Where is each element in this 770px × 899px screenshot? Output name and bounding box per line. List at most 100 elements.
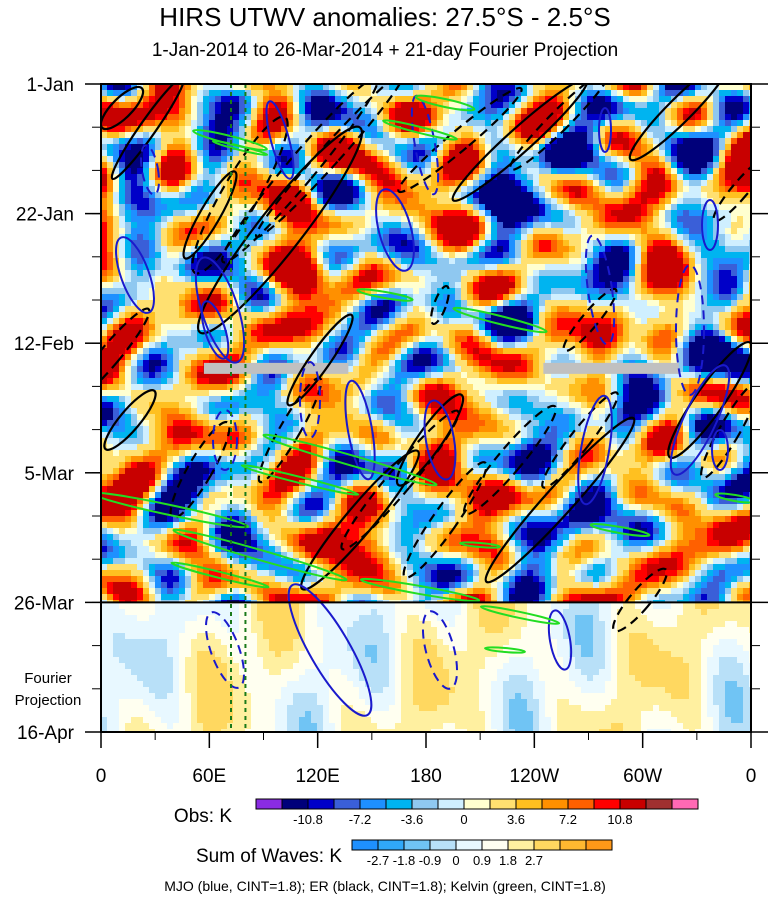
er-contour-21: [541, 391, 619, 489]
obs-colorbar-label: Obs: K: [174, 806, 232, 827]
kelvin-contour-11: [170, 561, 270, 589]
chart-title: HIRS UTWV anomalies: 27.5°S - 2.5°S: [159, 2, 611, 32]
missing-data-band-0: [203, 362, 349, 374]
mjo-contour-9: [299, 361, 321, 439]
waves-colorbar-tick: 0: [452, 853, 459, 868]
projection-anomaly-field: [101, 603, 751, 732]
y-tick-label: 5-Mar: [24, 464, 74, 485]
mjo-contour-15: [669, 364, 731, 476]
x-tick-label: 120E: [295, 766, 339, 787]
kelvin-contour-9: [172, 528, 348, 582]
er-contour-14: [286, 313, 354, 407]
y-tick-label: 22-Jan: [16, 205, 74, 226]
kelvin-contour-5: [452, 306, 548, 334]
er-contour-9: [628, 84, 732, 162]
er-contour-15: [300, 449, 420, 591]
mjo-contour-3: [140, 144, 160, 196]
er-contour-0: [110, 84, 186, 181]
er-contour-22: [612, 567, 668, 633]
kelvin-contour-8: [101, 491, 250, 529]
obs-colorbar-tick: -7.2: [349, 812, 371, 827]
obs-colorbar-tick: 0: [460, 812, 467, 827]
y-tick-label: 16-Apr: [17, 723, 75, 744]
waves-colorbar-tick: 0.9: [473, 853, 491, 868]
er-contour-6: [397, 86, 523, 194]
er-contour-2: [197, 125, 363, 335]
mjo-contour-2: [200, 300, 230, 360]
kelvin-contour-2: [414, 94, 476, 112]
kelvin-contour-1: [211, 139, 269, 157]
kelvin-contour-4: [356, 288, 414, 302]
projection-label: Fourier Projection: [14, 670, 82, 709]
x-tick-label: 180: [410, 766, 442, 787]
axes: 1-Jan 22-Jan 12-Feb 5-Mar 26-Mar 16-Apr 0 60E 12…: [14, 75, 768, 787]
er-contour-16: [340, 409, 460, 551]
y-tick-label: 1-Jan: [26, 75, 74, 96]
mjo-contour-7: [344, 379, 376, 481]
y-tick-label: 12-Feb: [14, 334, 74, 355]
colorbars: Obs: K -10.8 -7.2 -3.6 0 3.6 7.2 10.8 Sum of Wav…: [174, 798, 699, 868]
obs-colorbar-tick: -3.6: [401, 812, 423, 827]
er-contour-28: [182, 170, 238, 260]
mjo-contour-18: [287, 583, 373, 717]
kelvin-contour-3: [382, 119, 458, 141]
mjo-contour-4: [265, 100, 295, 180]
mjo-contour-19: [205, 611, 245, 689]
mjo-contour-8: [423, 399, 457, 481]
waves-colorbar-tick: 2.7: [525, 853, 543, 868]
er-contour-10: [712, 157, 751, 223]
mjo-contour-16: [577, 394, 613, 506]
wave-legend-text: MJO (blue, CINT=1.8); ER (black, CINT=1.…: [164, 878, 606, 894]
mjo-contour-10: [212, 409, 238, 471]
x-tick-label: 0: [746, 766, 757, 787]
x-tick-label: 60W: [623, 766, 662, 787]
kelvin-contour-13: [589, 523, 651, 537]
observed-anomaly-field: [101, 84, 751, 603]
obs-colorbar-tick: 3.6: [507, 812, 525, 827]
y-tick-label: 26-Mar: [14, 593, 75, 614]
obs-colorbar-tick: -10.8: [293, 812, 323, 827]
kelvin-contour-6: [262, 433, 438, 487]
waves-colorbar-tick: -1.8: [393, 853, 415, 868]
mjo-contour-5: [375, 188, 415, 272]
mjo-contour-1: [194, 256, 246, 364]
waves-colorbar-tick: -2.7: [367, 853, 389, 868]
waves-colorbar-label: Sum of Waves: K: [196, 846, 342, 867]
er-contour-25: [430, 284, 450, 326]
kelvin-contour-12: [479, 605, 561, 625]
mjo-contour-20: [421, 610, 459, 690]
er-contour-12: [169, 420, 231, 520]
er-contour-18: [402, 461, 488, 579]
x-tick-label: 120W: [510, 766, 560, 787]
waves-colorbar: Sum of Waves: K -2.7 -1.8 -0.9 0 0.9 1.8 2.7: [196, 839, 613, 868]
mjo-contour-14: [675, 264, 705, 396]
kelvin-contour-7: [240, 464, 360, 496]
missing-data-band-1: [543, 362, 679, 374]
er-contour-7: [451, 84, 589, 202]
mjo-contour-0: [115, 236, 155, 314]
kelvin-contour-14: [714, 492, 751, 504]
kelvin-contour-15: [459, 541, 501, 549]
er-contour-19: [462, 404, 558, 516]
mjo-contour-11: [584, 234, 616, 346]
obs-colorbar: Obs: K -10.8 -7.2 -3.6 0 3.6 7.2 10.8: [174, 798, 699, 827]
x-tick-label: 60E: [192, 766, 226, 787]
kelvin-contour-16: [484, 646, 526, 654]
er-contour-4: [221, 84, 379, 264]
er-contour-8: [508, 84, 612, 172]
wave-contours: [101, 84, 751, 732]
er-contour-1: [101, 85, 145, 131]
mjo-contour-21: [711, 429, 729, 471]
er-contour-27: [101, 307, 151, 403]
kelvin-contour-10: [359, 577, 481, 603]
waves-colorbar-tick: -0.9: [419, 853, 441, 868]
mjo-contour-17: [547, 609, 573, 671]
er-contour-20: [484, 416, 636, 584]
chart-subtitle: 1-Jan-2014 to 26-Mar-2014 + 21-day Fouri…: [151, 40, 619, 61]
obs-colorbar-tick: 7.2: [559, 812, 577, 827]
er-contour-24: [700, 381, 751, 479]
er-contour-11: [103, 389, 157, 451]
x-tick-label: 0: [96, 766, 107, 787]
waves-colorbar-tick: 1.8: [499, 853, 517, 868]
